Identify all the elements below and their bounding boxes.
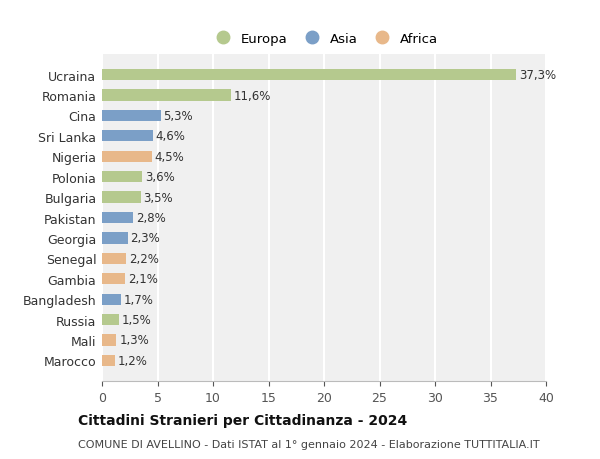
Text: 5,3%: 5,3% (164, 110, 193, 123)
Bar (102, 131, 153, 142)
Text: 2,8%: 2,8% (136, 212, 166, 224)
Legend: Europa, Asia, Africa: Europa, Asia, Africa (206, 29, 442, 50)
Bar (102, 90, 231, 101)
Bar (102, 172, 142, 183)
Bar (102, 151, 152, 162)
Text: 1,7%: 1,7% (124, 293, 154, 306)
Bar (102, 70, 516, 81)
Text: 11,6%: 11,6% (233, 90, 271, 102)
Text: COMUNE DI AVELLINO - Dati ISTAT al 1° gennaio 2024 - Elaborazione TUTTITALIA.IT: COMUNE DI AVELLINO - Dati ISTAT al 1° ge… (78, 440, 539, 449)
Text: 1,3%: 1,3% (119, 334, 149, 347)
Bar (102, 213, 133, 224)
Bar (102, 192, 141, 203)
Bar (102, 355, 115, 366)
Bar (102, 111, 161, 122)
Text: 3,5%: 3,5% (143, 191, 173, 204)
Text: 1,2%: 1,2% (118, 354, 148, 367)
Text: 1,5%: 1,5% (121, 313, 151, 326)
Bar (102, 335, 116, 346)
Text: 4,6%: 4,6% (156, 130, 186, 143)
Bar (102, 314, 119, 325)
Text: 3,6%: 3,6% (145, 171, 175, 184)
Text: 2,1%: 2,1% (128, 273, 158, 285)
Bar (102, 294, 121, 305)
Text: Cittadini Stranieri per Cittadinanza - 2024: Cittadini Stranieri per Cittadinanza - 2… (78, 414, 407, 428)
Text: 2,2%: 2,2% (129, 252, 159, 265)
Bar (102, 233, 128, 244)
Text: 2,3%: 2,3% (130, 232, 160, 245)
Bar (102, 274, 125, 285)
Text: 4,5%: 4,5% (155, 151, 184, 163)
Bar (102, 253, 127, 264)
Text: 37,3%: 37,3% (519, 69, 556, 82)
